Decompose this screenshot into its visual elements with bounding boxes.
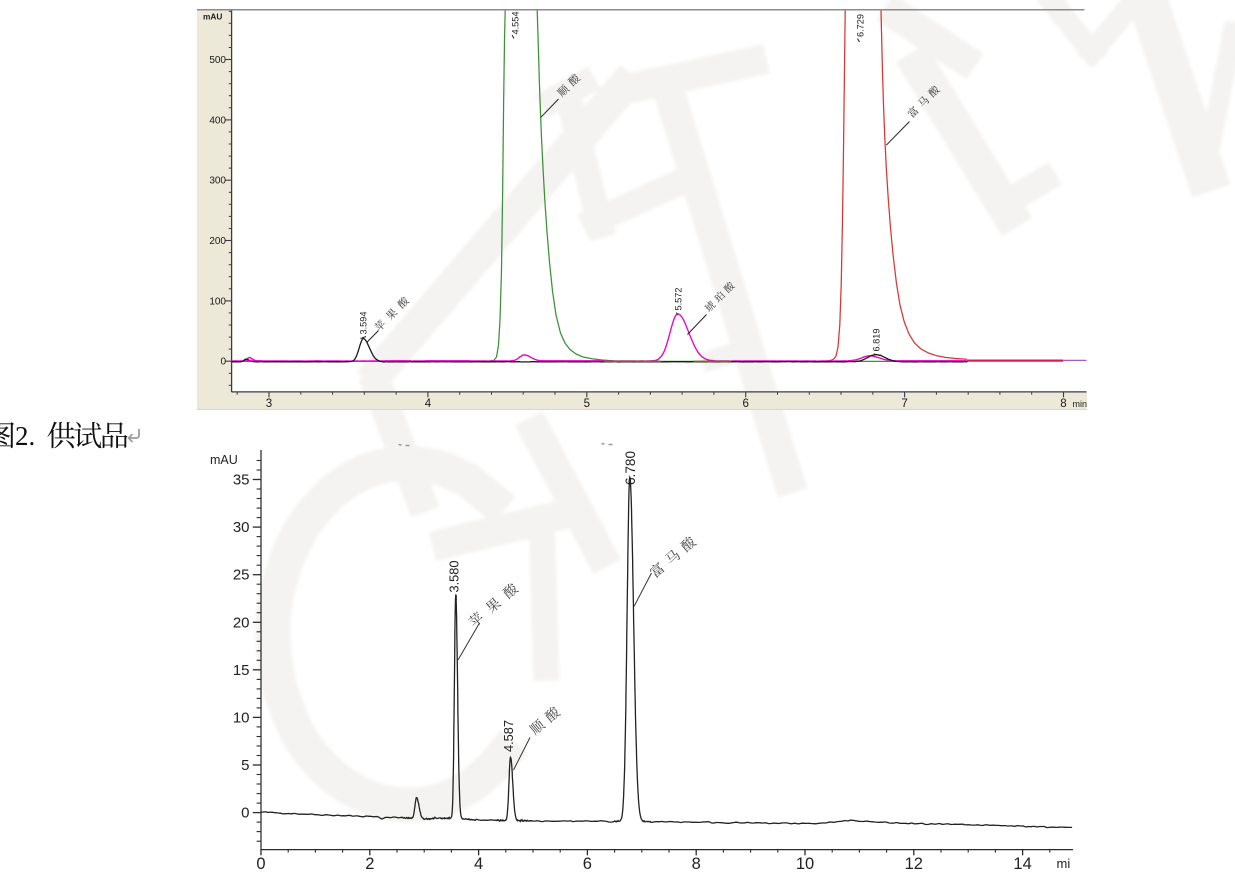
svg-text:10: 10 — [796, 855, 814, 873]
svg-text:200: 200 — [209, 236, 226, 247]
svg-text:20: 20 — [233, 614, 250, 631]
svg-text:6: 6 — [742, 398, 748, 410]
svg-text:mAU: mAU — [210, 453, 238, 467]
svg-text:100: 100 — [209, 296, 226, 307]
svg-text:5: 5 — [241, 757, 249, 774]
svg-text:8: 8 — [1060, 398, 1066, 410]
svg-text:6.729: 6.729 — [856, 14, 866, 37]
svg-text:3: 3 — [266, 398, 272, 410]
svg-text:0: 0 — [220, 357, 226, 368]
svg-text:400: 400 — [209, 115, 226, 126]
svg-text:10: 10 — [233, 709, 250, 726]
svg-text:5: 5 — [584, 398, 590, 410]
svg-text:3.580: 3.580 — [447, 560, 462, 592]
svg-text:15: 15 — [233, 662, 250, 679]
svg-text:4.587: 4.587 — [501, 720, 516, 752]
svg-text:4: 4 — [474, 855, 483, 873]
svg-text:mi: mi — [1057, 856, 1071, 871]
svg-text:300: 300 — [209, 176, 226, 187]
svg-text:8: 8 — [692, 855, 701, 873]
svg-text:4.554: 4.554 — [511, 12, 521, 35]
svg-text:500: 500 — [209, 55, 226, 66]
svg-text:0: 0 — [256, 855, 265, 873]
svg-text:3.594: 3.594 — [359, 312, 369, 335]
svg-text:6: 6 — [583, 855, 592, 873]
svg-text:2.: 2. — [15, 421, 35, 451]
svg-text:5.572: 5.572 — [674, 288, 684, 311]
svg-text:35: 35 — [233, 472, 250, 489]
svg-text:14: 14 — [1013, 855, 1031, 873]
svg-text:7: 7 — [901, 398, 907, 410]
svg-text:mAU: mAU — [203, 12, 222, 22]
svg-text:30: 30 — [233, 519, 250, 536]
svg-text:2: 2 — [365, 855, 374, 873]
svg-text:25: 25 — [233, 567, 250, 584]
svg-text:12: 12 — [905, 855, 923, 873]
svg-text:min: min — [1073, 399, 1088, 409]
svg-text:4: 4 — [425, 398, 432, 410]
svg-text:6.819: 6.819 — [872, 329, 882, 352]
svg-text:6.780: 6.780 — [623, 451, 638, 485]
svg-text:0: 0 — [241, 805, 249, 822]
